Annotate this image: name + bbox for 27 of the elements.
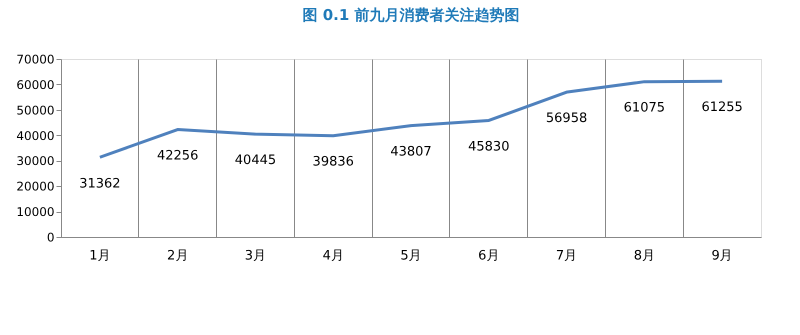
data-label: 42256 <box>156 148 198 164</box>
data-label: 39836 <box>312 154 354 170</box>
data-label: 61255 <box>701 100 743 116</box>
x-tick-label: 9月 <box>711 248 733 264</box>
x-tick-label: 4月 <box>322 248 344 264</box>
y-tick-label: 20000 <box>16 180 54 194</box>
y-tick-label: 70000 <box>16 52 54 66</box>
x-tick-label: 2月 <box>167 248 188 264</box>
data-label: 31362 <box>79 176 121 192</box>
y-tick-label: 10000 <box>16 205 54 220</box>
x-tick-label: 8月 <box>634 248 655 264</box>
y-tick-label: 0 <box>46 230 54 244</box>
y-tick-label: 30000 <box>16 154 54 168</box>
data-label: 40445 <box>234 153 276 168</box>
x-tick-label: 1月 <box>89 248 111 264</box>
y-tick-label: 40000 <box>16 128 54 143</box>
x-tick-label: 6月 <box>478 248 500 264</box>
x-tick-label: 7月 <box>556 248 578 264</box>
y-tick-label: 60000 <box>16 78 54 92</box>
x-tick-label: 3月 <box>244 248 266 264</box>
data-label: 45830 <box>468 139 510 154</box>
y-tick-label: 50000 <box>16 103 54 118</box>
data-label: 61075 <box>624 100 666 116</box>
data-label: 43807 <box>390 144 432 160</box>
data-label: 56958 <box>546 111 588 126</box>
x-tick-label: 5月 <box>400 248 422 264</box>
chart-title: 图 0.1 前九月消费者关注趋势图 <box>302 6 520 24</box>
